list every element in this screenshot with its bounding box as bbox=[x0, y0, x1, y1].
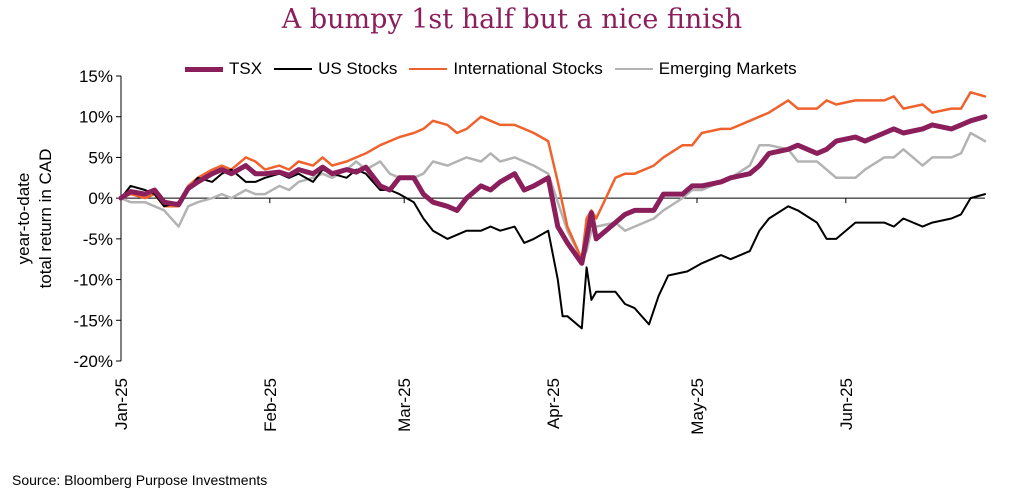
legend-label-tsx: TSX bbox=[229, 59, 263, 78]
series-line-emerging-markets bbox=[119, 131, 987, 261]
y-tick-label: 15% bbox=[79, 67, 113, 86]
legend-swatch-emerging-markets bbox=[614, 67, 653, 71]
y-axis-label-line-2: total return in CAD bbox=[36, 149, 55, 289]
y-tick-label: -10% bbox=[73, 271, 113, 290]
legend-swatch-us-stocks bbox=[274, 68, 313, 70]
legend-swatch-tsx bbox=[185, 66, 223, 72]
y-tick-label: -20% bbox=[73, 352, 113, 371]
series-line-us-stocks bbox=[120, 168, 986, 330]
y-tick-label: -15% bbox=[73, 311, 113, 330]
series-line-international-stocks bbox=[119, 91, 987, 261]
legend-item-us-stocks: US Stocks bbox=[274, 59, 397, 79]
legend-label-us-stocks: US Stocks bbox=[318, 59, 398, 78]
legend-label-international-stocks: International Stocks bbox=[453, 59, 603, 78]
legend-swatch-international-stocks bbox=[409, 67, 448, 71]
legend-item-international-stocks: International Stocks bbox=[409, 59, 603, 79]
x-tick-label: May-25 bbox=[688, 378, 707, 435]
legend-label-emerging-markets: Emerging Markets bbox=[658, 59, 797, 78]
legend-item-emerging-markets: Emerging Markets bbox=[614, 59, 797, 79]
y-tick-label: 10% bbox=[79, 108, 113, 127]
legend: TSX US Stocks International Stocks Emerg… bbox=[185, 58, 809, 80]
x-tick-label: Feb-25 bbox=[261, 378, 280, 432]
chart-title: A bumpy 1st half but a nice finish bbox=[281, 4, 743, 35]
x-tick-label: Jan-25 bbox=[112, 378, 131, 430]
y-axis-label-line-1: year-to-date bbox=[14, 173, 33, 265]
x-tick-label: Jun-25 bbox=[837, 378, 856, 430]
y-tick-label: -5% bbox=[83, 230, 113, 249]
y-tick-label: 0% bbox=[88, 189, 113, 208]
y-tick-label: 5% bbox=[88, 148, 113, 167]
series-line-tsx bbox=[118, 114, 988, 266]
x-tick-label: Mar-25 bbox=[395, 378, 414, 432]
source-note: Source: Bloomberg Purpose Investments bbox=[12, 472, 268, 488]
legend-item-tsx: TSX bbox=[185, 59, 262, 79]
x-tick-label: Apr-25 bbox=[544, 378, 563, 429]
